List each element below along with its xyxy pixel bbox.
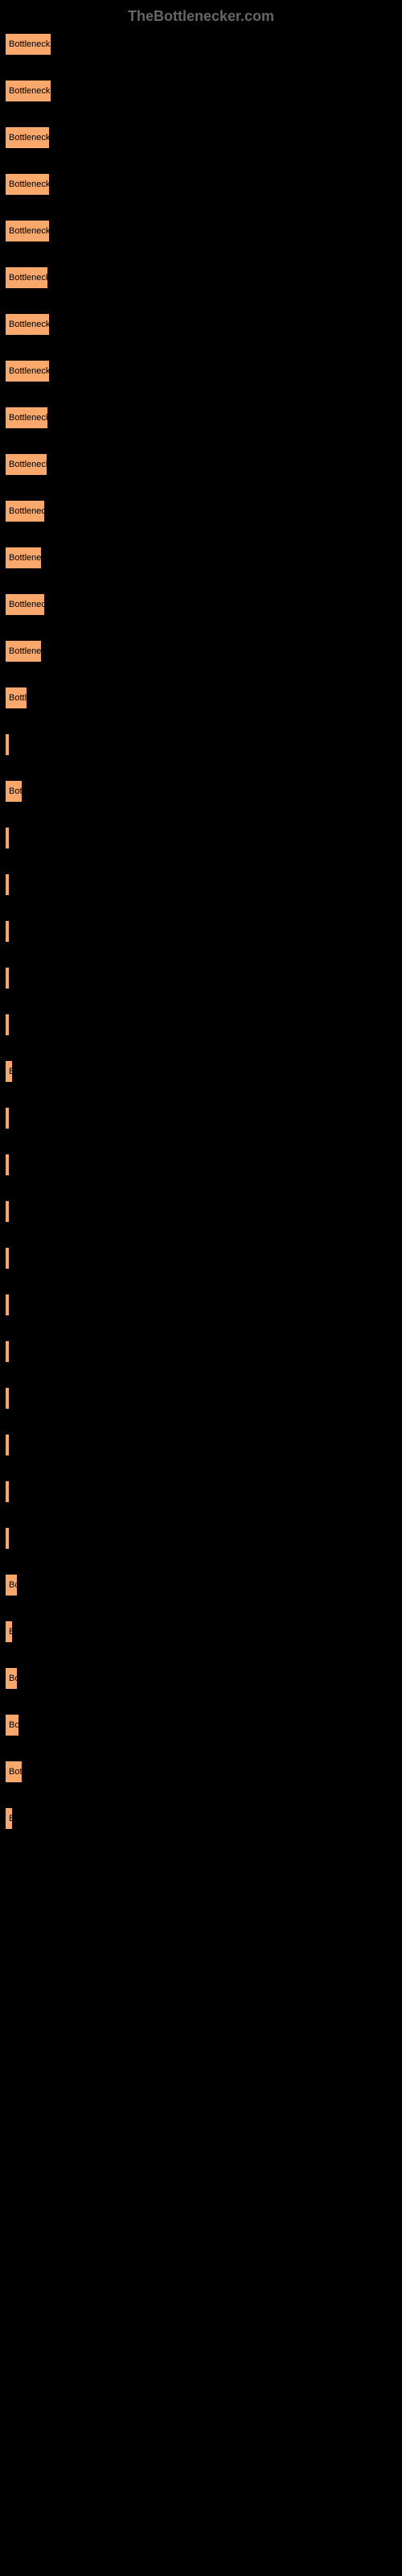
bar-row: Bottleneck res (4, 312, 402, 336)
bar-row: Bot (4, 1573, 402, 1597)
bar-row: Bottleneck rest (4, 79, 402, 103)
bar: Bottleneck rec (4, 126, 51, 150)
bar (4, 1480, 10, 1504)
bar-row: Bottl (4, 779, 402, 803)
bar: E (4, 1340, 10, 1364)
bar: Bot (4, 1666, 18, 1690)
bar-row (4, 1246, 402, 1270)
bar-row: Bottleneck re (4, 406, 402, 430)
bar (4, 826, 10, 850)
bar-row: Bottleneck re (4, 266, 402, 290)
bar: E (4, 733, 10, 757)
bar (4, 1386, 10, 1410)
bar (4, 1199, 10, 1224)
watermark-text: TheBottlenecker.com (128, 8, 274, 25)
bar-row: Bottleneck res (4, 172, 402, 196)
bar-row: Bottl (4, 1760, 402, 1784)
bar (4, 1153, 10, 1177)
bar-row (4, 826, 402, 850)
bar: Bottleneck res (4, 219, 51, 243)
bar-row (4, 873, 402, 897)
bar: Bottl (4, 1760, 23, 1784)
bar-row (4, 1480, 402, 1504)
bar: Bottleneck (4, 546, 43, 570)
bar (4, 873, 10, 897)
bar-row (4, 1293, 402, 1317)
bar: Bottleneck re (4, 452, 48, 477)
bar: Bott (4, 1713, 20, 1737)
bar-row: Bott (4, 1713, 402, 1737)
bar: Bottleneck (4, 639, 43, 663)
bar (4, 966, 10, 990)
bar-row: Bottleneck r (4, 499, 402, 523)
bar-row: Bot (4, 1666, 402, 1690)
bar-row (4, 1153, 402, 1177)
bar: E (4, 1526, 10, 1550)
bar: Bc (4, 1059, 14, 1084)
bar-row: Bottleneck c (4, 592, 402, 617)
bar-row: E (4, 1526, 402, 1550)
bar: Bc (4, 1806, 14, 1831)
bar-row: Bottleneck res (4, 359, 402, 383)
bar-row (4, 1386, 402, 1410)
bar (4, 1013, 10, 1037)
bar-row (4, 1433, 402, 1457)
bar-row: E (4, 733, 402, 757)
bar: Bottleneck re (4, 266, 49, 290)
bar-row: Bottleneck (4, 546, 402, 570)
bar: Bottleneck c (4, 592, 46, 617)
bar (4, 1433, 10, 1457)
bar-row: Bc (4, 1806, 402, 1831)
bar: Bottleneck r (4, 499, 46, 523)
bar-row: Bottler (4, 686, 402, 710)
bar: Bottleneck rest (4, 79, 52, 103)
bar-row (4, 1013, 402, 1037)
bar: Bottleneck res (4, 312, 51, 336)
bar-row: Bottleneck re (4, 452, 402, 477)
bar-row: Bottleneck rest (4, 32, 402, 56)
bar-row (4, 919, 402, 943)
bar (4, 1106, 10, 1130)
bar: Bottleneck res (4, 359, 51, 383)
bar: Bottleneck res (4, 172, 51, 196)
bar: Bottl (4, 779, 23, 803)
bar-row: E (4, 1340, 402, 1364)
bar-row (4, 966, 402, 990)
bar: Bc (4, 1620, 14, 1644)
bar: Bottler (4, 686, 28, 710)
bar-row: Bc (4, 1059, 402, 1084)
bar-row: Bottleneck rec (4, 126, 402, 150)
bar: Bot (4, 1573, 18, 1597)
bar (4, 1246, 10, 1270)
bar: Bottleneck re (4, 406, 49, 430)
chart-container: Bottleneck rest Bottleneck rest Bottleneck… (0, 0, 402, 1831)
bar-row: Bottleneck res (4, 219, 402, 243)
bar-row: Bottleneck (4, 639, 402, 663)
bar: Bottleneck rest (4, 32, 52, 56)
bar (4, 919, 10, 943)
bar (4, 1293, 10, 1317)
bar-row: Bc (4, 1620, 402, 1644)
bar-row (4, 1199, 402, 1224)
bar-row (4, 1106, 402, 1130)
